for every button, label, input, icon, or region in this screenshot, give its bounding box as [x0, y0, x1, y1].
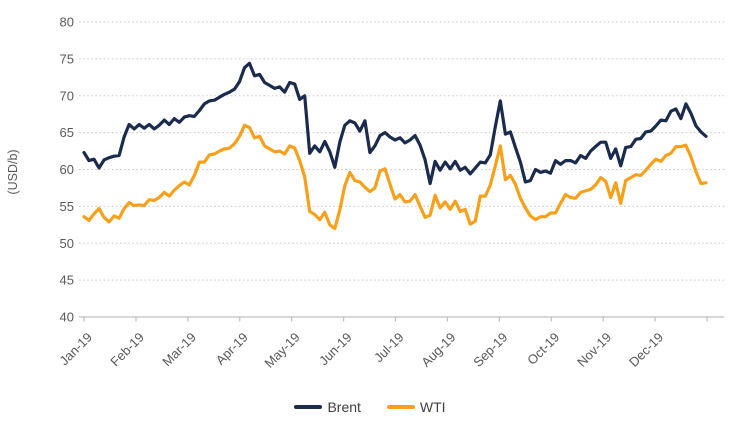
x-axis-label: Jan-19	[56, 330, 95, 369]
brent-series-line	[82, 61, 708, 186]
wti-series-line	[82, 123, 708, 231]
x-axis-label: Jun-19	[316, 330, 355, 369]
x-axis-label: Mar-19	[159, 330, 199, 370]
y-axis-title: (USD/b)	[6, 149, 20, 194]
x-axis-label: Apr-19	[213, 330, 251, 368]
wti-line-swatch	[386, 405, 415, 409]
x-axis-label: Nov-19	[574, 330, 614, 370]
wti-legend-label: WTI	[419, 399, 446, 415]
x-axis-label: May-19	[262, 330, 303, 371]
y-axis-label: 60	[60, 162, 74, 177]
y-axis-label: 65	[60, 125, 74, 140]
y-axis-label: 45	[60, 273, 74, 288]
y-axis-label: 50	[60, 236, 74, 251]
chart-legend: Brent WTI	[0, 399, 740, 415]
brent-line-swatch	[294, 405, 323, 409]
y-axis-label: 75	[60, 51, 74, 66]
x-axis-label: Oct-19	[524, 330, 562, 368]
brent-legend-label: Brent	[327, 399, 361, 415]
x-axis-label: Feb-19	[107, 330, 147, 370]
x-axis-label: Jul-19	[371, 330, 407, 366]
legend-item-wti: WTI	[386, 399, 446, 415]
legend-item-brent: Brent	[294, 399, 361, 415]
y-axis-label: 70	[60, 88, 74, 103]
y-axis-label: 40	[60, 310, 74, 325]
y-axis-label: 80	[60, 15, 74, 30]
x-axis-label: Dec-19	[626, 330, 666, 370]
x-axis-label: Aug-19	[418, 330, 458, 370]
x-axis-label: Sep-19	[470, 330, 510, 370]
y-axis-label: 55	[60, 199, 74, 214]
